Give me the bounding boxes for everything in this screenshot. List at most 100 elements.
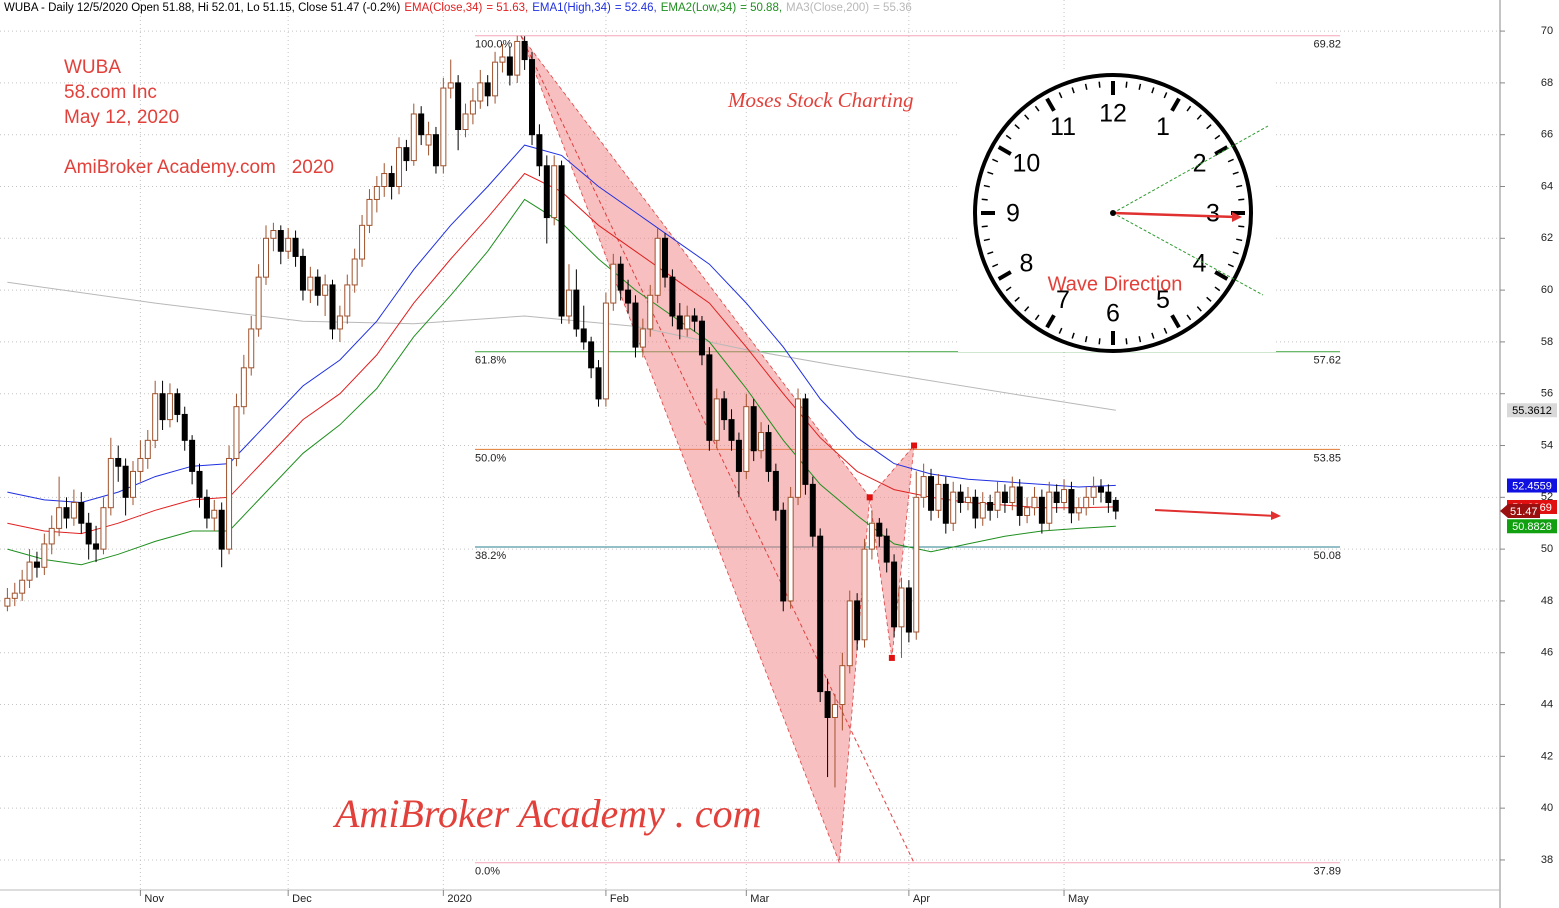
clock-tick — [1098, 338, 1101, 345]
candle-body — [588, 341, 595, 369]
candle-body — [536, 134, 543, 167]
candle-body — [595, 367, 602, 400]
candle-body — [743, 406, 750, 472]
candle-body — [994, 491, 1001, 511]
annotation: May 12, 2020 — [64, 107, 179, 128]
candle-body — [632, 302, 639, 348]
y-tick-label: 60 — [1541, 284, 1553, 296]
candle-body — [33, 561, 40, 568]
clock-tick — [1170, 97, 1181, 112]
candle-body — [11, 592, 18, 599]
y-tick-label: 68 — [1541, 77, 1553, 89]
clock-tick — [1084, 336, 1088, 343]
candle-body — [706, 354, 713, 441]
clock-number: 9 — [1006, 200, 1020, 228]
candles — [4, 35, 1119, 788]
clock-hand-tip — [1232, 212, 1242, 222]
legend-name: EMA1(High,34) — [532, 2, 611, 14]
candle-body — [285, 237, 292, 252]
candle-body — [551, 165, 558, 219]
candle-body — [795, 398, 802, 498]
candle-body — [787, 496, 794, 602]
header: WUBA - Daily 12/5/2020 Open 51.88, Hi 52… — [4, 2, 912, 14]
annotation: 58.com Inc — [64, 82, 157, 103]
clock-tick — [1238, 225, 1245, 228]
candle-body — [831, 704, 838, 718]
direction-arrow — [1154, 509, 1277, 517]
value-label: 52.4559 — [1512, 480, 1552, 492]
y-tick-label: 42 — [1541, 750, 1553, 762]
fib-level-label: 0.0% — [475, 866, 500, 878]
y-tick-label: 46 — [1541, 647, 1553, 659]
candle-body — [240, 367, 247, 408]
fib-price-label: 53.85 — [1313, 452, 1341, 464]
candle-body — [137, 457, 144, 472]
candle-body — [492, 61, 499, 97]
candle-body — [846, 600, 853, 667]
candle-body — [558, 165, 565, 317]
candle-body — [1016, 486, 1023, 516]
clock-number: 10 — [1012, 150, 1040, 178]
y-tick-label: 44 — [1541, 698, 1553, 710]
value-label: 51.47 — [1510, 506, 1538, 518]
clock-tick — [1238, 198, 1245, 201]
candle-body — [366, 198, 373, 226]
candle-body — [529, 59, 536, 136]
clock-tick — [1151, 87, 1155, 94]
clock-number: 6 — [1106, 300, 1120, 328]
candle-body — [883, 535, 890, 563]
clock-tick — [1014, 124, 1020, 130]
candle-body — [211, 509, 218, 519]
clock-tick — [981, 198, 988, 201]
candle-body — [942, 483, 949, 524]
candle-body — [4, 597, 11, 607]
pattern-triangle — [520, 35, 871, 863]
pattern-dash — [520, 35, 915, 864]
candle-body — [484, 82, 491, 97]
candle-body — [359, 224, 366, 260]
fib-level-label: 100.0% — [475, 39, 513, 51]
candle-body — [1097, 486, 1104, 493]
candle-body — [292, 237, 299, 257]
candle-body — [314, 276, 321, 296]
watermark: AmiBroker Academy . com — [332, 791, 762, 836]
clock-center — [1110, 210, 1116, 216]
value-box — [1507, 478, 1557, 493]
candle-body — [521, 40, 528, 61]
candle-body — [469, 100, 476, 115]
candle-body — [418, 113, 425, 136]
candle-body — [322, 284, 329, 296]
candle-body — [299, 255, 306, 291]
clock-tick — [1214, 134, 1221, 140]
candle-body — [78, 502, 85, 524]
candle-body — [698, 320, 705, 356]
value-box — [1500, 504, 1540, 519]
clock-tick — [1227, 158, 1234, 163]
candle-body — [56, 507, 63, 529]
y-tick-label: 58 — [1541, 336, 1553, 348]
legend-value: = 50.88, — [740, 2, 782, 14]
candle-body — [1031, 496, 1038, 509]
y-tick-label: 66 — [1541, 129, 1553, 141]
candle-body — [410, 113, 417, 162]
candle-body — [580, 328, 587, 343]
candle-body — [684, 315, 691, 330]
x-tick-label: Feb — [610, 893, 629, 905]
candle-body — [100, 507, 107, 550]
candle-body — [373, 185, 380, 200]
clock-tick — [997, 270, 1012, 281]
clock-number: 5 — [1156, 286, 1170, 314]
clock-tick — [1071, 87, 1075, 94]
clock-tick — [1151, 332, 1155, 339]
candle-body — [610, 263, 617, 304]
candle-body — [440, 87, 447, 167]
x-tick-label: Apr — [913, 893, 930, 905]
x-tick-label: Mar — [750, 893, 769, 905]
candle-body — [263, 237, 270, 278]
legend-name: MA3(Close,200) — [786, 2, 869, 14]
x-tick-label: May — [1068, 893, 1089, 905]
clock-number: 7 — [1056, 286, 1070, 314]
x-tick-label: 2020 — [447, 893, 471, 905]
candle-body — [1068, 489, 1075, 514]
